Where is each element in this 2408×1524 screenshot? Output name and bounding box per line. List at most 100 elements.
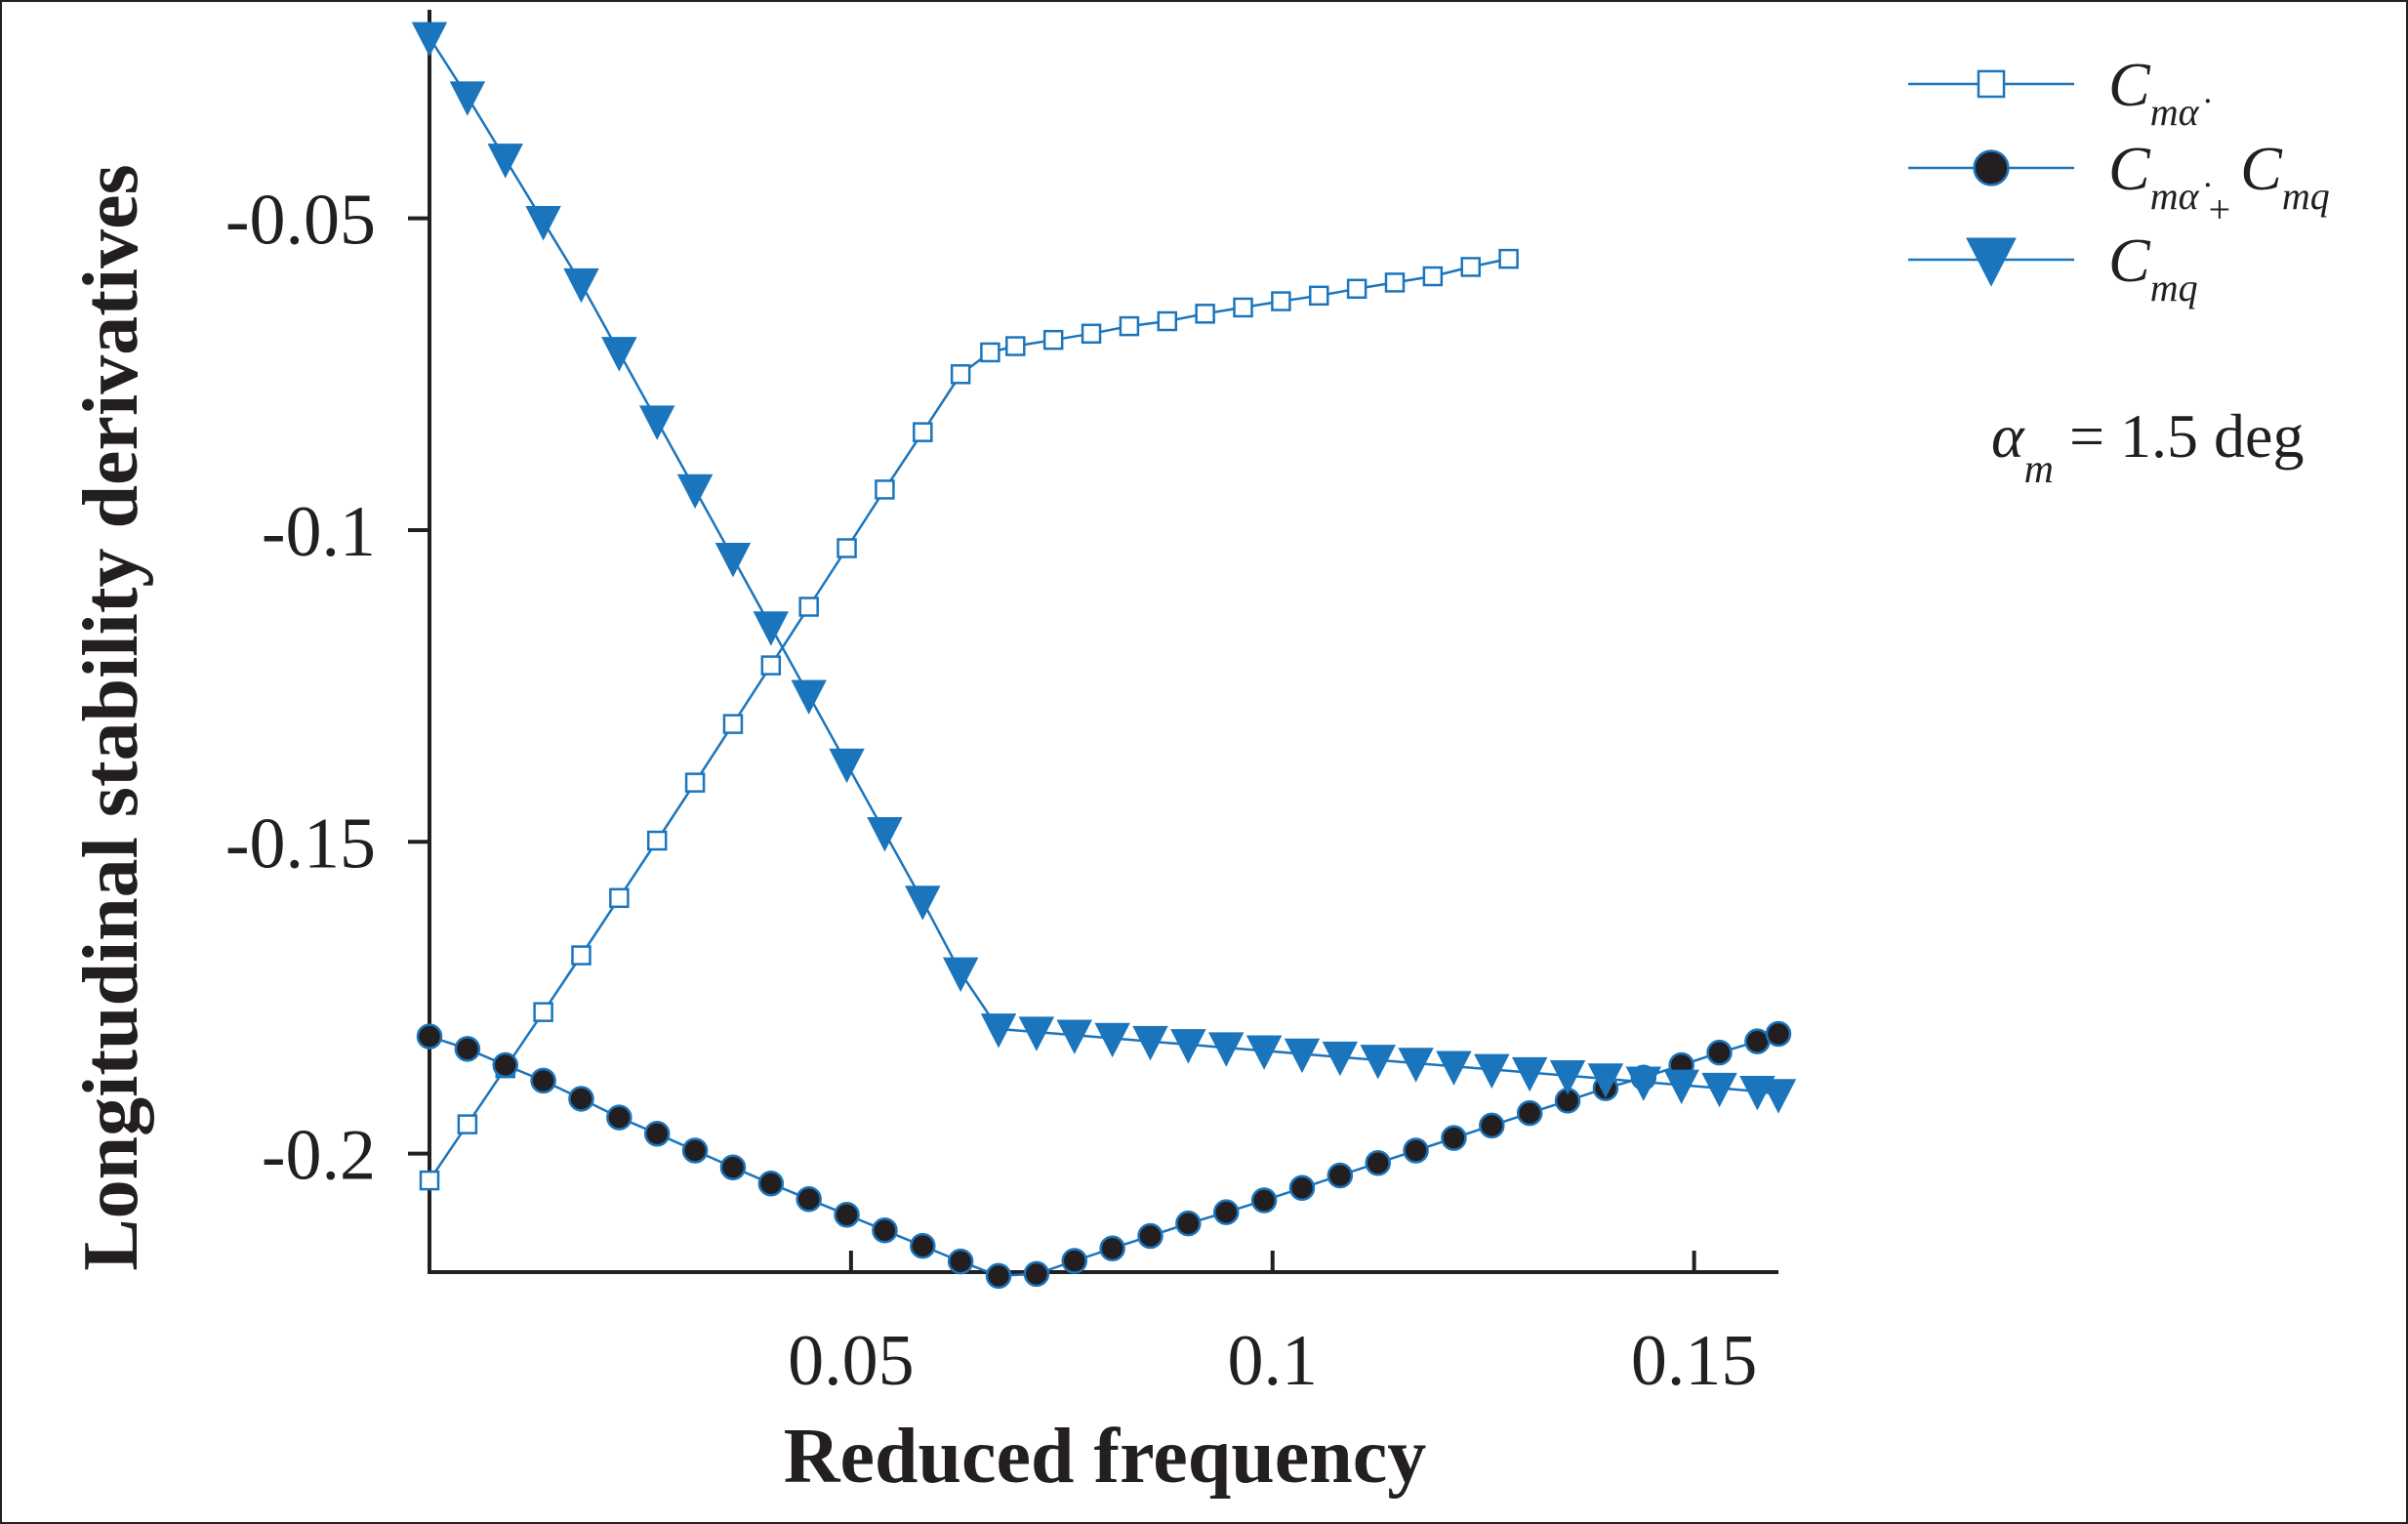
- legend-marker: [1973, 149, 2010, 186]
- legend-label-sub: mα̇: [2150, 90, 2211, 134]
- data-point-cmq: [1701, 1072, 1737, 1108]
- series-layer: [411, 21, 1797, 1290]
- data-point-cmq: [601, 337, 637, 372]
- legend-label: Cmα̇: [2108, 50, 2211, 134]
- data-point-cmadot-plus-cmq: [416, 1023, 443, 1050]
- data-point-cmadot: [980, 342, 1000, 363]
- data-point-cmadot-plus-cmq: [492, 1051, 518, 1079]
- legend-marker: [1977, 69, 2006, 99]
- y-tick-label: -0.15: [225, 803, 376, 884]
- data-point-cmadot-plus-cmq: [454, 1036, 481, 1062]
- data-point-cmq: [829, 748, 865, 784]
- legend-label-c: C: [2108, 134, 2151, 203]
- data-point-cmadot-plus-cmq: [1137, 1222, 1163, 1250]
- y-axis-title: Longitudinal stability derivatives: [68, 164, 154, 1270]
- legend-label-c: C: [2108, 50, 2151, 119]
- y-tick-label: -0.05: [225, 181, 376, 261]
- data-point-cmq: [1132, 1025, 1168, 1061]
- data-point-cmq: [1245, 1035, 1283, 1070]
- data-point-cmadot: [950, 364, 971, 385]
- data-point-cmadot-plus-cmq: [834, 1201, 860, 1228]
- data-point-cmadot: [1195, 304, 1215, 324]
- data-point-cmadot: [1119, 315, 1140, 337]
- data-point-cmadot: [1460, 257, 1481, 277]
- data-point-cmadot-plus-cmq: [1288, 1174, 1316, 1202]
- y-tick-label: -0.1: [262, 492, 376, 572]
- data-point-cmadot: [1422, 266, 1444, 287]
- legend-label: Cmq: [2108, 226, 2198, 309]
- data-point-cmadot: [1309, 285, 1329, 307]
- data-point-cmadot: [875, 479, 895, 500]
- data-point-cmq: [1056, 1019, 1092, 1054]
- data-point-cmadot: [609, 887, 630, 909]
- data-point-cmadot: [1346, 278, 1367, 300]
- data-point-cmadot-plus-cmq: [681, 1137, 709, 1164]
- data-point-cmadot: [722, 714, 744, 734]
- y-tick-label: -0.2: [262, 1116, 376, 1196]
- data-point-cmadot: [1042, 329, 1064, 350]
- series-cmq: [411, 21, 1797, 1114]
- data-point-cmadot-plus-cmq: [1326, 1162, 1354, 1189]
- data-point-cmadot-plus-cmq: [719, 1154, 747, 1180]
- data-point-cmq: [1284, 1038, 1321, 1074]
- data-point-cmadot: [1233, 297, 1253, 318]
- legend-label-sub2: mq: [2282, 174, 2330, 218]
- legend-marker: [1966, 237, 2017, 287]
- data-point-cmq: [1094, 1022, 1130, 1058]
- data-point-cmadot: [419, 1170, 440, 1191]
- data-point-cmadot-plus-cmq: [1099, 1235, 1125, 1261]
- data-point-cmadot: [760, 655, 782, 676]
- legend-label-plus: +: [2209, 187, 2231, 231]
- data-point-cmq: [676, 474, 714, 510]
- x-axis-title: Reduced frequency: [784, 1414, 1426, 1500]
- data-point-cmq: [905, 886, 941, 921]
- legend-label-sub: mq: [2150, 266, 2198, 309]
- legend-label: Cmα̇ +Cmq: [2108, 134, 2330, 231]
- data-point-cmadot-plus-cmq: [1212, 1199, 1240, 1225]
- data-point-cmq: [714, 542, 752, 578]
- data-point-cmadot: [1081, 323, 1102, 345]
- data-point-cmq: [1587, 1063, 1624, 1098]
- legend-entry-cmq: Cmq: [1908, 226, 2198, 309]
- data-point-cmq: [791, 680, 827, 715]
- data-point-cmadot: [684, 772, 706, 793]
- data-point-cmadot-plus-cmq: [568, 1086, 594, 1112]
- data-point-cmq: [1018, 1016, 1055, 1051]
- data-point-cmadot-plus-cmq: [947, 1248, 974, 1275]
- data-point-cmq: [1322, 1041, 1359, 1077]
- data-point-cmadot-plus-cmq: [1765, 1020, 1792, 1048]
- data-point-cmq: [1549, 1060, 1586, 1095]
- series-cmadot: [419, 248, 1519, 1191]
- annotation-subscript: m: [2024, 447, 2054, 492]
- data-point-cmq: [980, 1013, 1017, 1049]
- axes: -0.05 -0.1 -0.15 -0.2 0.05 0.1 0.15: [225, 10, 1778, 1401]
- data-point-cmadot: [1157, 310, 1178, 332]
- data-point-cmadot-plus-cmq: [606, 1104, 633, 1131]
- data-point-cmadot-plus-cmq: [1250, 1187, 1278, 1214]
- data-point-cmq: [1625, 1066, 1662, 1101]
- data-point-cmadot: [1271, 291, 1291, 311]
- annotation-text: = 1.5 deg: [2054, 401, 2305, 471]
- annotation-symbol: α: [1991, 401, 2025, 471]
- data-point-cmadot-plus-cmq: [796, 1186, 822, 1213]
- data-point-cmq: [942, 957, 979, 993]
- x-tick-label: 0.05: [788, 1321, 915, 1401]
- data-point-cmq: [867, 816, 903, 852]
- data-point-cmq: [449, 81, 486, 116]
- data-point-cmadot: [798, 597, 819, 617]
- data-point-cmadot-plus-cmq: [985, 1262, 1012, 1290]
- data-point-cmq: [753, 611, 790, 646]
- data-point-cmadot-plus-cmq: [910, 1232, 936, 1259]
- data-point-cmadot-plus-cmq: [1061, 1248, 1088, 1274]
- data-point-cmq: [487, 144, 523, 179]
- data-point-cmq: [1208, 1032, 1245, 1067]
- data-point-cmq: [1360, 1045, 1396, 1080]
- data-point-cmq: [1170, 1029, 1206, 1064]
- data-point-cmadot: [1005, 336, 1026, 356]
- legend-entry-cmadot: Cmα̇: [1908, 50, 2211, 134]
- data-point-cmadot-plus-cmq: [1516, 1099, 1543, 1127]
- data-point-cmq: [563, 268, 599, 304]
- legend-label-sub: mα̇: [2150, 174, 2211, 218]
- data-point-cmadot: [1498, 248, 1519, 269]
